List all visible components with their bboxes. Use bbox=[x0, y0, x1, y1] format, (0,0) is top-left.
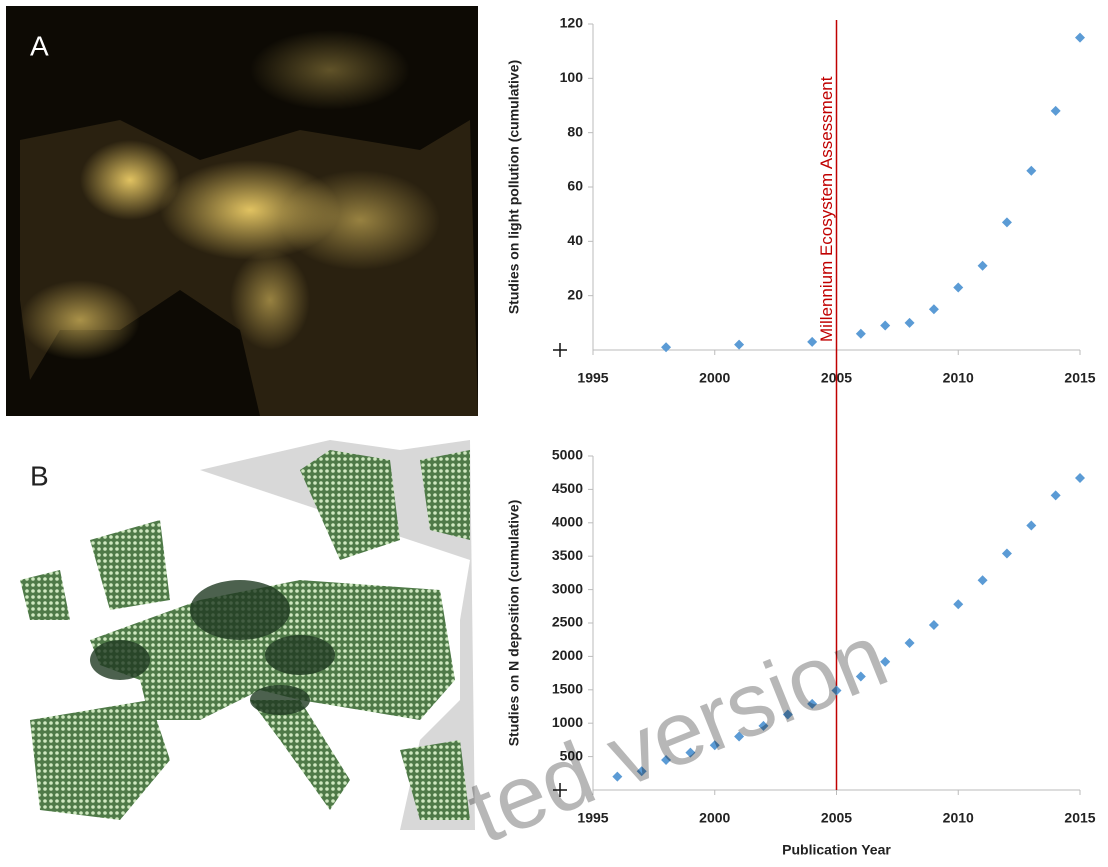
x-tick-label: 2015 bbox=[1064, 370, 1095, 386]
y-tick-label: 20 bbox=[567, 286, 583, 302]
marker bbox=[1050, 105, 1061, 116]
marker bbox=[807, 336, 818, 347]
marker bbox=[758, 720, 769, 731]
y-axis-title: Studies on N deposition (cumulative) bbox=[506, 500, 522, 747]
marker bbox=[904, 317, 915, 328]
marker bbox=[904, 638, 915, 649]
marker bbox=[612, 771, 623, 782]
y-tick-label: 60 bbox=[567, 178, 583, 194]
x-tick-label: 2010 bbox=[943, 370, 974, 386]
x-tick-label: 1995 bbox=[577, 370, 608, 386]
y-tick-label: 3000 bbox=[552, 580, 583, 596]
y-tick-label: 120 bbox=[560, 15, 584, 31]
marker bbox=[880, 320, 891, 331]
marker bbox=[734, 731, 745, 742]
marker bbox=[977, 575, 988, 586]
y-tick-label: 5000 bbox=[552, 447, 583, 463]
charts: 20 40 60 80 100 120 1995 2000 2005 2010 2015 Studie… bbox=[506, 15, 1096, 858]
marker bbox=[855, 328, 866, 339]
y-axis-title: Studies on light pollution (cumulative) bbox=[506, 60, 522, 314]
marker bbox=[1026, 165, 1037, 176]
x-tick-label: 2005 bbox=[821, 810, 852, 826]
marker bbox=[636, 766, 647, 777]
marker bbox=[661, 342, 672, 353]
marker bbox=[734, 339, 745, 350]
y-tick-label: 500 bbox=[560, 747, 584, 763]
marker bbox=[685, 747, 696, 758]
marker bbox=[953, 282, 964, 293]
annotation: Millennium Ecosystem Assessment bbox=[817, 76, 836, 342]
y-tick-label: 2500 bbox=[552, 614, 583, 630]
y-tick-label: 80 bbox=[567, 123, 583, 139]
x-tick-label: 2010 bbox=[943, 810, 974, 826]
origin-cross bbox=[553, 343, 567, 357]
panel-label: A bbox=[30, 30, 49, 61]
origin-cross bbox=[553, 783, 567, 797]
y-tick-label: 3500 bbox=[552, 547, 583, 563]
x-tick-label: 2015 bbox=[1064, 810, 1095, 826]
marker bbox=[1050, 490, 1061, 501]
y-tick-label: 100 bbox=[560, 69, 584, 85]
y-tick-label: 4000 bbox=[552, 514, 583, 530]
y-tick-label: 1000 bbox=[552, 714, 583, 730]
marker bbox=[855, 671, 866, 682]
marker bbox=[1001, 548, 1012, 559]
map-a: A bbox=[6, 6, 478, 416]
x-tick-label: 1995 bbox=[577, 810, 608, 826]
panel-label: B bbox=[30, 460, 49, 491]
marker bbox=[709, 740, 720, 751]
marker bbox=[807, 698, 818, 709]
y-tick-label: 2000 bbox=[552, 647, 583, 663]
marker bbox=[1001, 217, 1012, 228]
marker bbox=[831, 685, 842, 696]
marker bbox=[928, 304, 939, 315]
marker bbox=[1075, 473, 1085, 484]
marker bbox=[880, 656, 891, 667]
marker bbox=[953, 599, 964, 610]
y-tick-label: 1500 bbox=[552, 681, 583, 697]
marker bbox=[782, 709, 793, 720]
x-tick-label: 2000 bbox=[699, 370, 730, 386]
marker bbox=[1026, 520, 1037, 531]
marker bbox=[1075, 32, 1085, 43]
x-tick-label: 2000 bbox=[699, 810, 730, 826]
marker bbox=[977, 260, 988, 271]
x-axis-title: Publication Year bbox=[782, 842, 891, 858]
marker bbox=[928, 620, 939, 631]
y-tick-label: 40 bbox=[567, 232, 583, 248]
y-tick-label: 4500 bbox=[552, 480, 583, 496]
marker bbox=[661, 754, 672, 765]
map-b: B bbox=[20, 440, 475, 830]
